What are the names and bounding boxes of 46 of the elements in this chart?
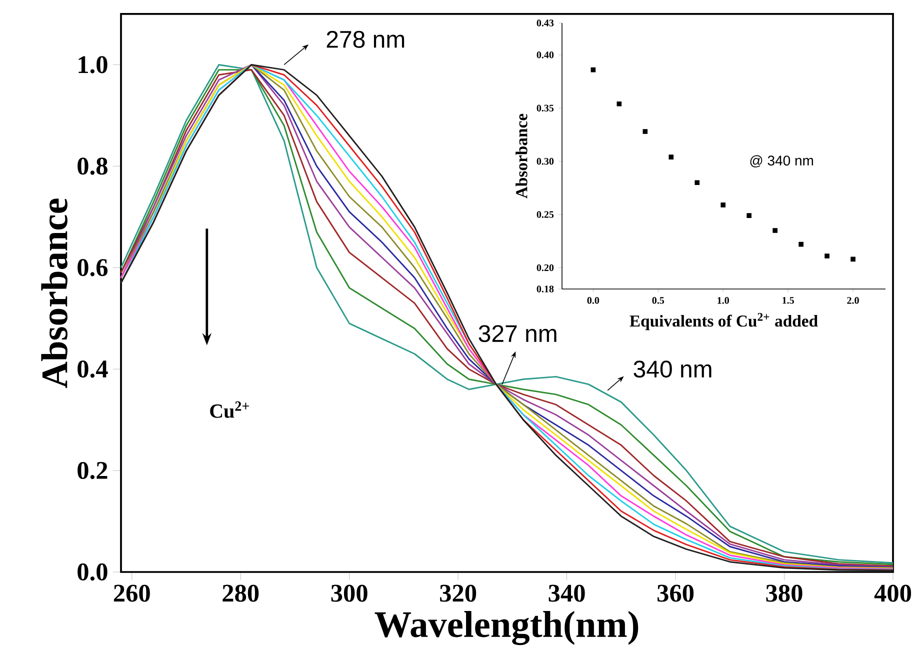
y-tick-label: 1.0 [78, 56, 108, 74]
x-axis-title: Equivalents of Cu$^{2+}$ added [630, 312, 818, 330]
point [798, 242, 804, 247]
annotation: Cu$^{2+}$ [210, 401, 249, 418]
point [850, 256, 856, 262]
y-tick-label: 0.20 [536, 264, 554, 272]
x-tick-label: 1.0 [718, 297, 729, 304]
point [616, 101, 622, 106]
x-tick-label: 380 [766, 584, 802, 602]
y-tick-label: 0.4 [78, 360, 108, 378]
x-tick-label: 340 [548, 584, 585, 602]
x-axis-title: Wavelength(nm) [374, 610, 638, 646]
y-axis-title: Absorbance [41, 198, 68, 388]
point [694, 180, 700, 185]
y-tick-label: 0.0 [78, 563, 108, 581]
y-tick-label: 0.6 [78, 259, 108, 276]
annotation: 340 nm [634, 360, 712, 378]
y-tick-label: 0.35 [536, 104, 554, 112]
point [590, 67, 596, 72]
x-tick-label: 0.5 [652, 297, 664, 304]
y-tick-label: 0.8 [78, 158, 108, 175]
y-tick-label: 0.25 [536, 211, 554, 218]
point [668, 154, 674, 160]
y-tick-label: 0.43 [536, 20, 554, 26]
point [746, 213, 752, 218]
annotation: @ 340 nm [750, 155, 814, 168]
y-tick-label: 0.40 [536, 52, 554, 58]
annotation: 327 nm [478, 325, 556, 342]
x-tick-label: 400 [874, 584, 912, 602]
point [720, 202, 726, 208]
y-tick-label: 0.2 [78, 462, 108, 480]
x-tick-label: 280 [222, 584, 259, 602]
y-tick-label: 0.18 [536, 286, 554, 292]
x-tick-label: 360 [658, 584, 694, 602]
x-tick-label: 2.0 [847, 297, 859, 304]
point [772, 228, 778, 233]
point [642, 129, 648, 134]
x-tick-label: 260 [114, 584, 150, 602]
annotation: 278 nm [326, 30, 404, 48]
x-tick-label: 0.0 [587, 297, 600, 304]
x-tick-label: 1.5 [782, 297, 794, 304]
y-axis-title: Absorbance [516, 114, 528, 198]
x-tick-label: 320 [440, 584, 476, 602]
x-tick-label: 300 [331, 584, 368, 602]
point [824, 254, 830, 258]
y-tick-label: 0.30 [536, 158, 554, 165]
